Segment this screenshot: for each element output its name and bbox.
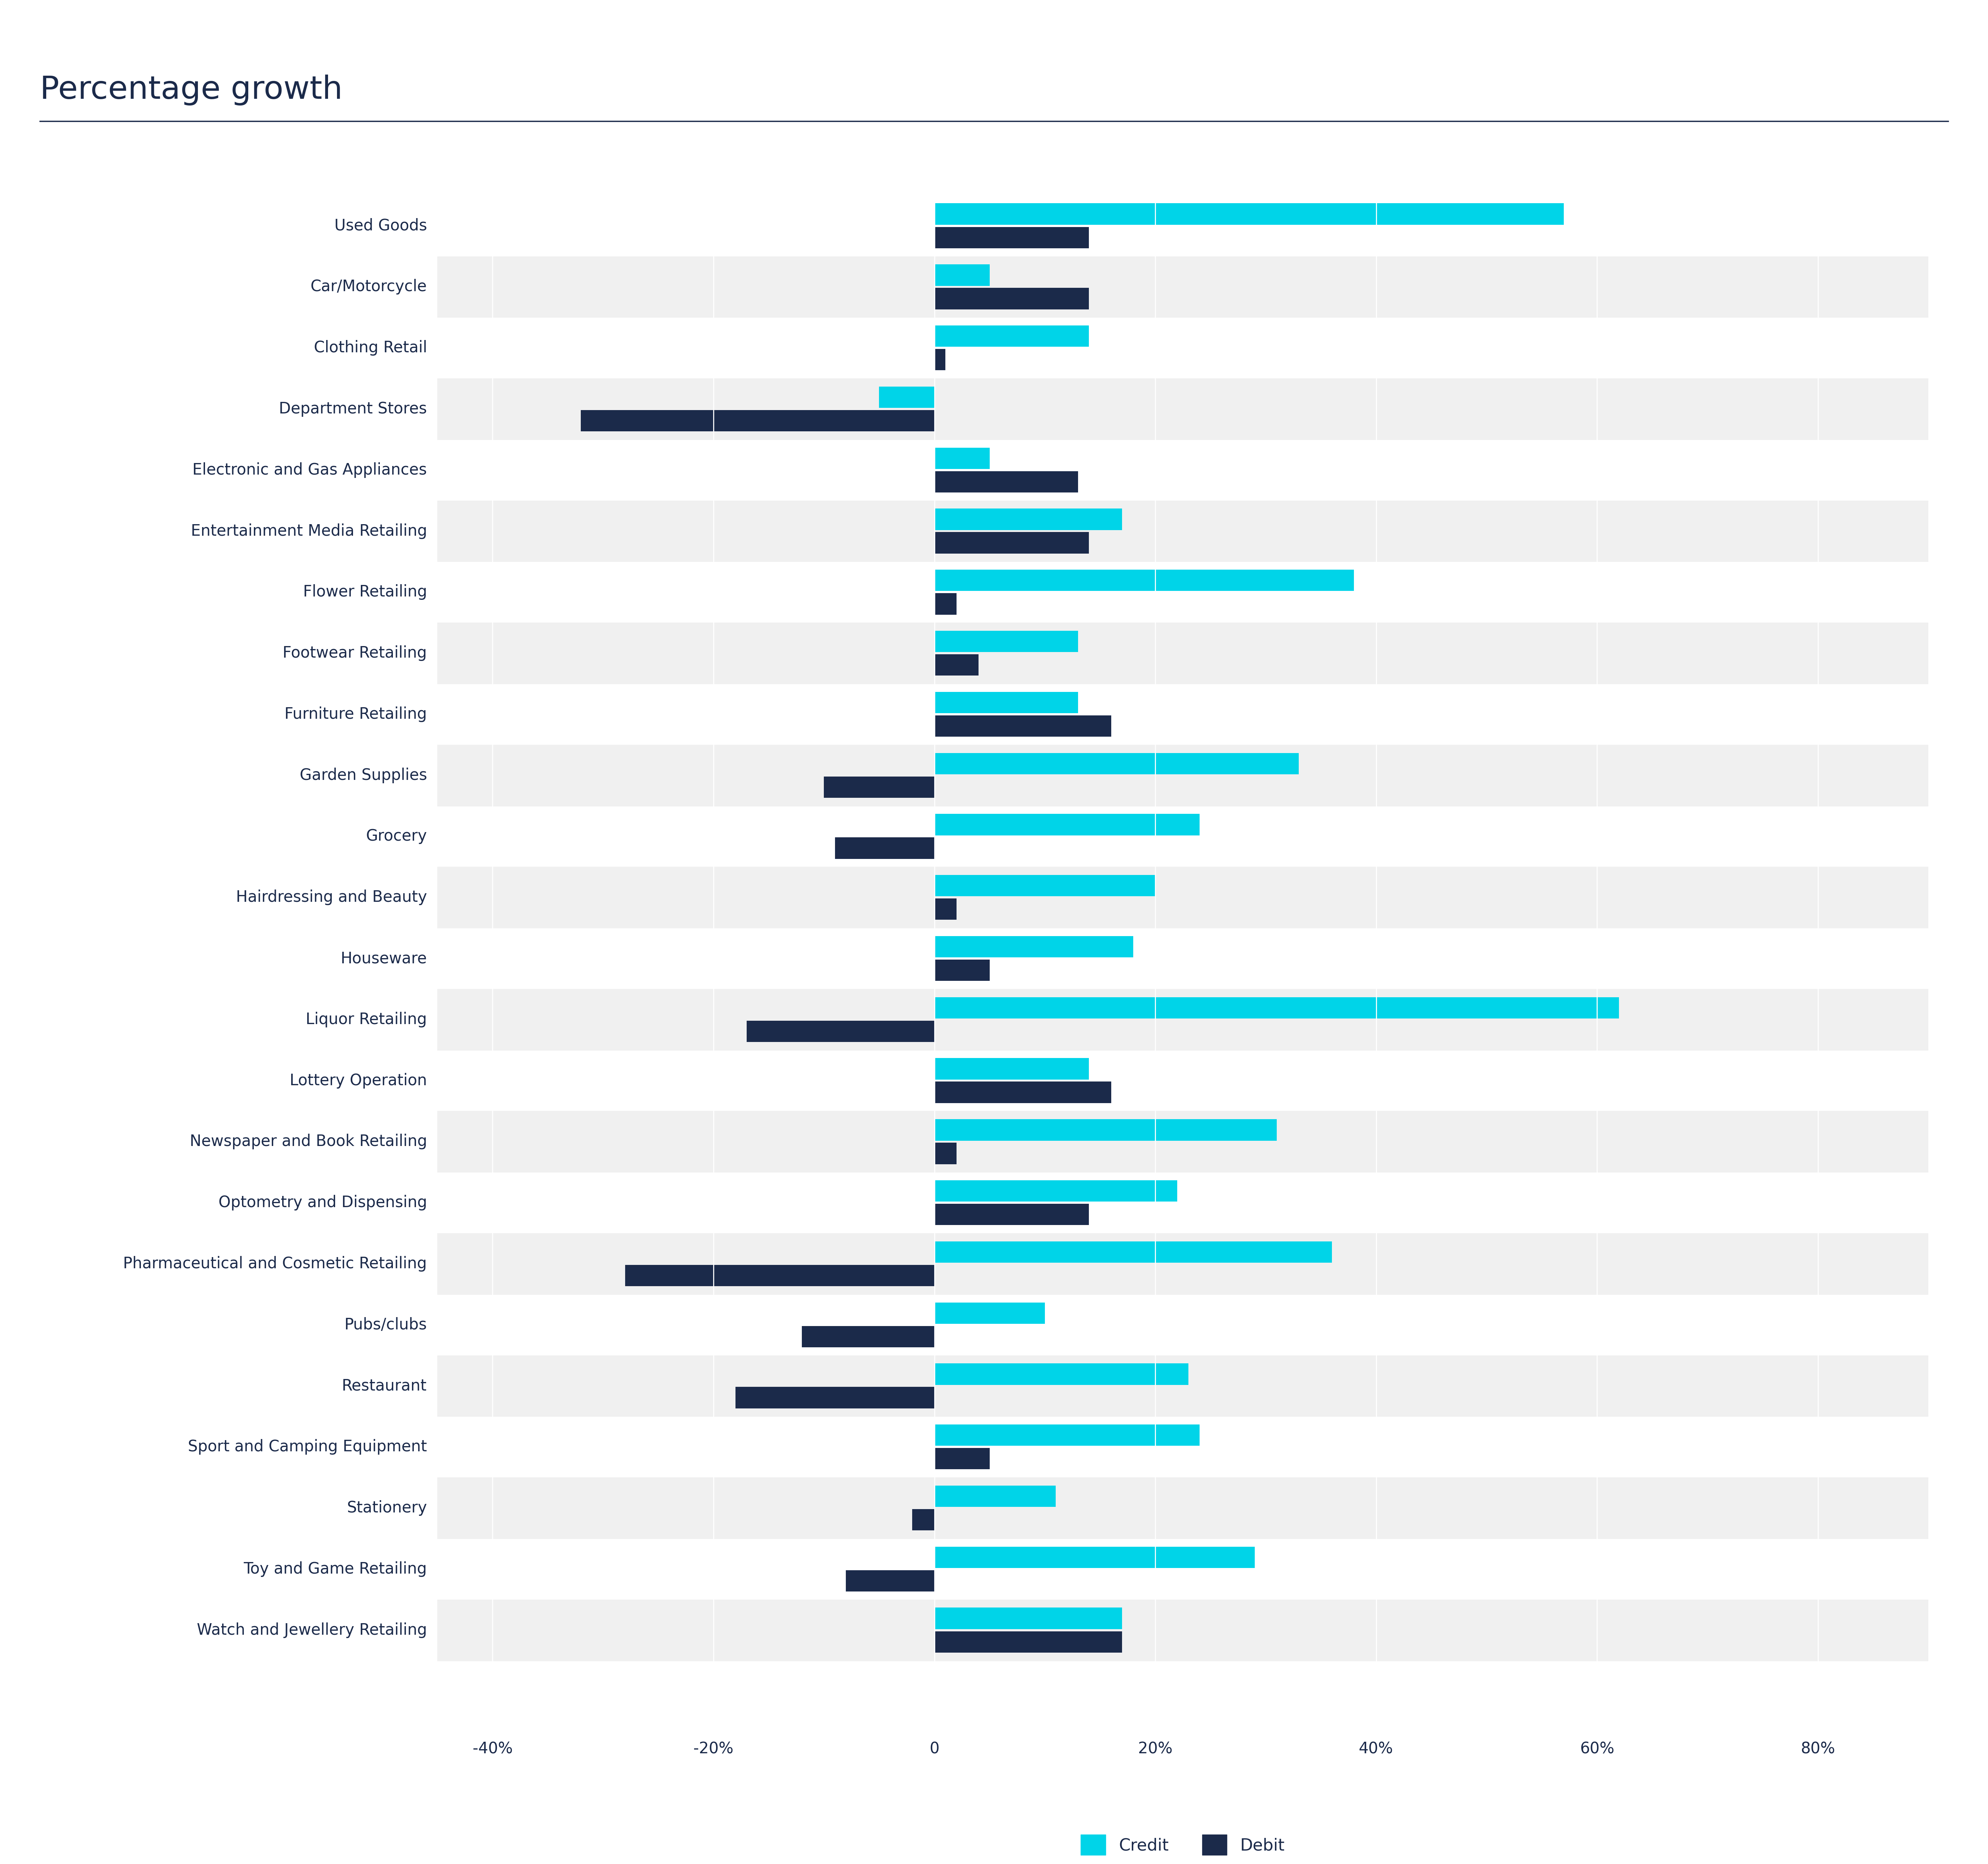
Bar — [934, 203, 1565, 226]
Bar — [934, 1241, 1332, 1262]
Bar — [847, 1569, 934, 1592]
Bar — [934, 1059, 1089, 1079]
Bar — [934, 936, 1133, 958]
Bar — [624, 1266, 934, 1286]
Bar — [823, 777, 934, 798]
Bar — [437, 378, 1928, 440]
Bar — [912, 1510, 934, 1530]
Bar — [934, 472, 1077, 492]
Bar — [736, 1387, 934, 1409]
Bar — [437, 1234, 1928, 1294]
Bar — [934, 1448, 990, 1469]
Bar — [934, 815, 1199, 835]
Legend: Credit, Debit: Credit, Debit — [1074, 1829, 1292, 1862]
Bar — [437, 1355, 1928, 1417]
Bar — [437, 1111, 1928, 1172]
Bar — [934, 1180, 1177, 1202]
Bar — [934, 1631, 1121, 1653]
Bar — [747, 1021, 934, 1042]
Text: Percentage growth: Percentage growth — [40, 75, 342, 106]
Bar — [437, 746, 1928, 805]
Bar — [934, 593, 956, 615]
Bar — [437, 1599, 1928, 1661]
Bar — [437, 257, 1928, 317]
Bar — [437, 623, 1928, 684]
Bar — [934, 1118, 1276, 1141]
Bar — [934, 531, 1089, 554]
Bar — [934, 1363, 1189, 1385]
Bar — [437, 990, 1928, 1049]
Bar — [934, 326, 1089, 347]
Bar — [934, 447, 990, 470]
Bar — [437, 867, 1928, 928]
Bar — [934, 960, 990, 980]
Bar — [934, 1303, 1046, 1323]
Bar — [934, 997, 1618, 1018]
Bar — [835, 837, 934, 859]
Bar — [934, 898, 956, 919]
Bar — [934, 654, 978, 675]
Bar — [801, 1325, 934, 1348]
Bar — [934, 630, 1077, 652]
Bar — [934, 1486, 1056, 1506]
Bar — [934, 1424, 1199, 1446]
Bar — [934, 265, 990, 285]
Bar — [934, 1547, 1254, 1568]
Bar — [580, 410, 934, 431]
Bar — [934, 716, 1111, 736]
Bar — [934, 1143, 956, 1165]
Bar — [437, 1478, 1928, 1538]
Bar — [934, 1204, 1089, 1225]
Bar — [879, 386, 934, 408]
Bar — [934, 1607, 1121, 1629]
Bar — [934, 753, 1298, 774]
Bar — [934, 692, 1077, 714]
Bar — [934, 1081, 1111, 1103]
Bar — [437, 501, 1928, 561]
Bar — [934, 509, 1121, 529]
Bar — [934, 349, 946, 371]
Bar — [934, 287, 1089, 309]
Bar — [934, 570, 1354, 591]
Bar — [934, 874, 1155, 897]
Bar — [934, 227, 1089, 248]
